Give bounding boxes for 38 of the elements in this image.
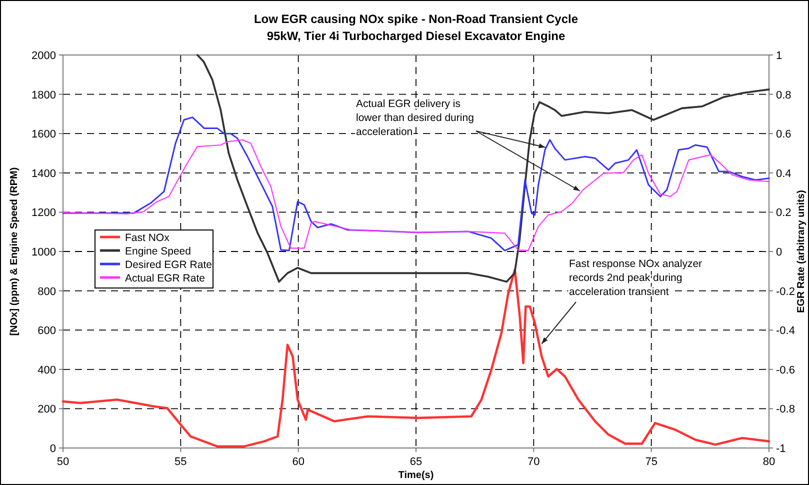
- y2-axis-title: EGR Rate (arbitrary units): [796, 190, 807, 313]
- x-tick-label: 80: [762, 456, 776, 468]
- y-tick-label: 2000: [32, 50, 56, 62]
- x-axis-title: Time(s): [398, 470, 434, 481]
- y-tick-label: 0: [50, 443, 56, 455]
- y-tick-label: 800: [38, 286, 56, 298]
- y-tick-label: 600: [38, 325, 56, 338]
- y2-tick-label: -0.4: [776, 325, 795, 338]
- x-tick-label: 75: [645, 456, 658, 468]
- x-tick-label: 50: [56, 456, 70, 468]
- y-tick-label: 1800: [32, 89, 56, 102]
- x-tick-label: 55: [174, 456, 187, 468]
- y2-tick-label: 0: [776, 246, 782, 258]
- y-tick-label: 1600: [32, 128, 56, 141]
- chart-title: Low EGR causing NOx spike - Non-Road Transient Cycle: [254, 12, 578, 26]
- y2-tick-label: -1: [776, 443, 786, 455]
- y2-tick-label: -0.8: [776, 404, 795, 416]
- y-tick-label: 1200: [32, 207, 56, 220]
- y-tick-label: 200: [38, 404, 56, 416]
- y-axis-title: [NOx] (ppm) & Engine Speed (RPM): [9, 167, 20, 336]
- y2-tick-label: 0.6: [776, 128, 792, 141]
- y2-tick-label: 0.8: [776, 89, 792, 102]
- y-tick-label: 1400: [32, 168, 56, 180]
- y2-tick-label: 1: [776, 50, 782, 62]
- x-tick-label: 65: [410, 456, 422, 468]
- y2-tick-label: 0.2: [776, 207, 792, 220]
- y2-tick-label: -0.6: [776, 364, 795, 376]
- legend-label: Fast NOx: [125, 232, 170, 244]
- y-tick-label: 1000: [32, 246, 56, 258]
- legend-label: Desired EGR Rate: [125, 259, 212, 271]
- x-tick-label: 70: [528, 456, 540, 468]
- y2-tick-label: 0.4: [776, 168, 792, 180]
- x-tick-label: 60: [292, 456, 304, 468]
- y2-tick-label: -0.2: [776, 286, 795, 298]
- y-tick-label: 400: [38, 364, 56, 376]
- legend-label: Actual EGR Rate: [125, 272, 206, 284]
- chart-subtitle: 95kW, Tier 4i Turbocharged Diesel Excavator Engine: [266, 29, 566, 43]
- legend-label: Engine Speed: [125, 246, 192, 258]
